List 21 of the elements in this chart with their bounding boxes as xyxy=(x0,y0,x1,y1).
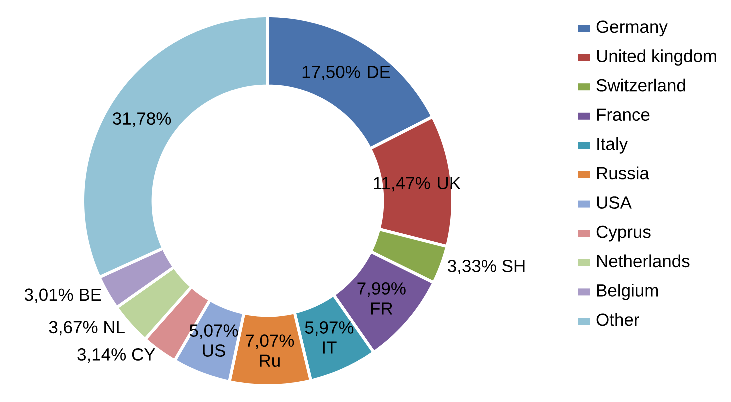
legend-label: Italy xyxy=(598,138,628,154)
data-label: 3,01% BE xyxy=(24,288,102,304)
legend-label: Cyprus xyxy=(596,226,651,242)
legend-label: Netherlands xyxy=(597,254,690,268)
legend-label: Russia xyxy=(597,166,650,180)
legend-label: United kingdom xyxy=(597,50,716,66)
data-label: 7,07% Ru xyxy=(246,334,294,368)
legend-label: Switzerland xyxy=(596,78,686,92)
data-label: 17,50% DE xyxy=(302,66,390,80)
data-label: 31,78% xyxy=(113,112,172,128)
legend-label: Other xyxy=(596,313,640,326)
data-label: 5,07% US xyxy=(190,324,238,357)
legend-label: USA xyxy=(597,196,632,209)
legend-label: France xyxy=(597,108,650,122)
data-label: 3,67% NL xyxy=(49,321,125,336)
data-label: 3,33% SH xyxy=(448,260,525,274)
legend-label: Germany xyxy=(596,20,668,37)
data-label: 3,14% CY xyxy=(78,348,156,363)
legend-label: Belgium xyxy=(597,284,658,300)
data-label: 7,99% FR xyxy=(358,282,406,315)
data-label: 5,97% IT xyxy=(305,322,354,354)
